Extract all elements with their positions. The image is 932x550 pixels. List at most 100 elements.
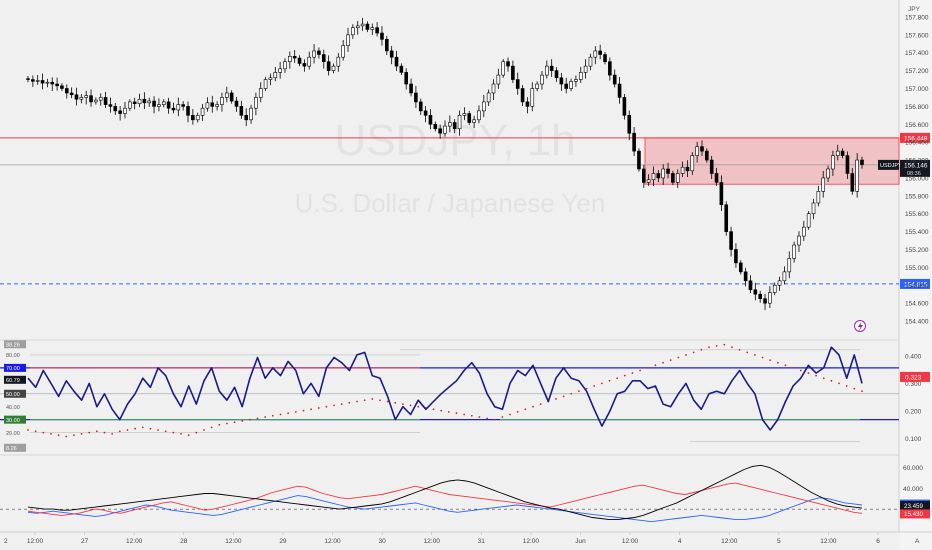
candle[interactable] [50, 77, 55, 92]
candle[interactable] [511, 60, 515, 83]
candle[interactable] [816, 185, 821, 207]
candle[interactable] [69, 87, 74, 99]
candle[interactable] [835, 144, 840, 161]
candle[interactable] [729, 226, 733, 257]
candle[interactable] [45, 78, 50, 88]
candle[interactable] [501, 58, 505, 78]
candle[interactable] [171, 102, 176, 114]
candle[interactable] [79, 94, 84, 104]
candle[interactable] [603, 51, 607, 65]
candle[interactable] [700, 140, 704, 156]
candle[interactable] [176, 97, 181, 117]
candle[interactable] [792, 241, 796, 263]
candle[interactable] [404, 68, 409, 90]
candle[interactable] [414, 85, 418, 109]
candle[interactable] [685, 160, 690, 178]
candle[interactable] [98, 93, 103, 106]
oscillator-pane[interactable]: 88.26 80.00 70.00 60.79 50.00 40.00 30.00 20.00… [0, 340, 930, 452]
candle[interactable] [409, 78, 413, 97]
candle[interactable] [564, 77, 569, 94]
candle[interactable] [802, 220, 806, 241]
candle[interactable] [559, 72, 564, 92]
candle[interactable] [855, 153, 859, 198]
candle[interactable] [452, 119, 457, 133]
candle[interactable] [26, 75, 30, 83]
candle[interactable] [64, 84, 69, 99]
candle[interactable] [302, 59, 307, 72]
candle[interactable] [40, 73, 45, 90]
candle[interactable] [608, 57, 612, 81]
candle[interactable] [593, 46, 598, 65]
lightning-icon[interactable] [854, 320, 866, 332]
dmi-minus-line[interactable] [27, 482, 863, 516]
adx-line[interactable] [27, 464, 863, 521]
candle[interactable] [229, 90, 234, 104]
candle[interactable] [433, 121, 438, 132]
candle[interactable] [331, 63, 336, 74]
candle[interactable] [258, 82, 263, 103]
candle[interactable] [753, 282, 758, 301]
candle[interactable] [118, 106, 122, 121]
candle[interactable] [181, 101, 185, 111]
candle[interactable] [147, 97, 152, 107]
candle[interactable] [215, 101, 219, 111]
candle[interactable] [375, 22, 379, 37]
candle[interactable] [734, 243, 738, 268]
candle[interactable] [743, 267, 748, 287]
candle[interactable] [31, 75, 35, 87]
candle[interactable] [520, 85, 525, 107]
candle[interactable] [646, 174, 651, 186]
candle[interactable] [317, 47, 321, 59]
candle[interactable] [336, 53, 341, 72]
candle[interactable] [394, 50, 399, 71]
candle[interactable] [55, 77, 59, 91]
candle[interactable] [748, 275, 753, 294]
candle[interactable] [438, 124, 442, 139]
candle[interactable] [486, 89, 491, 107]
candle[interactable] [515, 72, 520, 95]
dmi-plus-line[interactable] [27, 495, 863, 523]
candle[interactable] [496, 68, 501, 89]
candle[interactable] [569, 78, 573, 92]
candle[interactable] [389, 46, 394, 65]
candle[interactable] [724, 201, 729, 236]
candle[interactable] [128, 99, 132, 111]
candle[interactable] [714, 167, 719, 186]
candle[interactable] [283, 58, 287, 73]
candle[interactable] [35, 74, 40, 85]
candle[interactable] [113, 102, 118, 115]
candle[interactable] [166, 97, 171, 114]
candle[interactable] [690, 152, 695, 175]
candle[interactable] [598, 44, 602, 60]
candle[interactable] [763, 293, 767, 311]
candle[interactable] [491, 79, 496, 100]
candle[interactable] [806, 211, 811, 230]
candle[interactable] [239, 100, 244, 119]
candle[interactable] [292, 50, 297, 63]
candle[interactable] [545, 60, 549, 79]
candle[interactable] [845, 151, 850, 180]
candle[interactable] [578, 66, 583, 83]
candle[interactable] [680, 161, 685, 177]
candle[interactable] [307, 51, 312, 70]
candle[interactable] [321, 49, 326, 69]
candle[interactable] [423, 106, 428, 123]
candle[interactable] [462, 107, 467, 121]
candle[interactable] [360, 17, 365, 31]
candle[interactable] [588, 53, 593, 71]
candle[interactable] [448, 115, 452, 133]
candle[interactable] [641, 164, 646, 188]
candle[interactable] [74, 87, 79, 106]
candle[interactable] [191, 109, 195, 125]
candle[interactable] [346, 27, 350, 52]
candle[interactable] [811, 198, 816, 220]
candle[interactable] [472, 115, 476, 129]
candle[interactable] [758, 290, 762, 303]
candle[interactable] [200, 104, 205, 121]
candle[interactable] [821, 170, 826, 198]
candle[interactable] [103, 91, 108, 108]
candle[interactable] [278, 61, 282, 79]
candle[interactable] [860, 156, 864, 169]
candle[interactable] [656, 170, 661, 183]
